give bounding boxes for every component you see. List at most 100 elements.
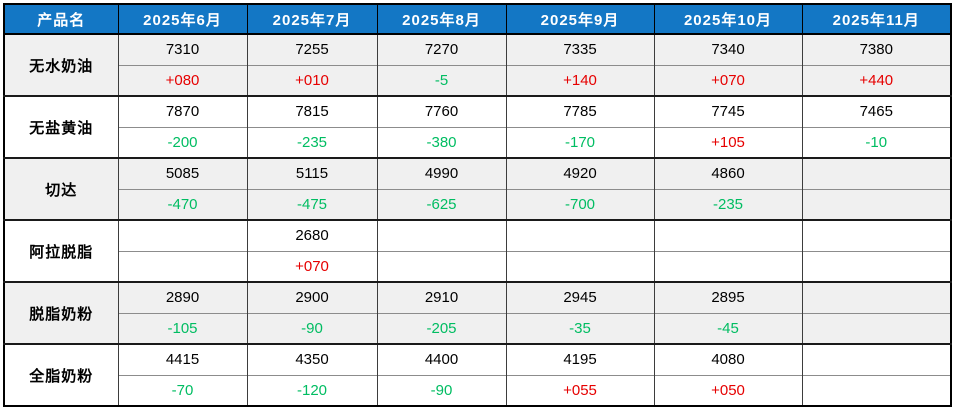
product-value-row: 全脂奶粉 4415 4350 4400 4195 4080 [3, 343, 952, 406]
product-value-row: 无水奶油 7310 7255 7270 7335 7340 7380 [3, 33, 952, 96]
product-value-row: 无盐黄油 7870 7815 7760 7785 7745 7465 [3, 95, 952, 158]
price-value-cell: 4415 [117, 343, 248, 375]
price-change-cell [376, 250, 507, 282]
price-change-cell: -235 [246, 126, 378, 158]
column-header-month-jun: 2025年6月 [117, 3, 248, 35]
price-change-cell: -380 [376, 126, 507, 158]
price-value-cell: 4860 [653, 157, 803, 189]
price-change-cell: +140 [505, 64, 655, 96]
price-change-cell: -35 [505, 312, 655, 344]
price-value-cell: 4400 [376, 343, 507, 375]
price-value-cell: 4350 [246, 343, 378, 375]
price-value-cell: 7465 [801, 95, 952, 127]
price-value-cell: 4920 [505, 157, 655, 189]
price-change-cell: -10 [801, 126, 952, 158]
price-value-cell: 7340 [653, 33, 803, 65]
price-change-cell: +105 [653, 126, 803, 158]
price-change-cell: -70 [117, 374, 248, 406]
price-value-cell: 7870 [117, 95, 248, 127]
price-value-cell: 4080 [653, 343, 803, 375]
price-value-cell: 4195 [505, 343, 655, 375]
price-change-cell: -700 [505, 188, 655, 220]
price-change-cell: +440 [801, 64, 952, 96]
price-value-cell [801, 281, 952, 313]
product-name-cell: 无水奶油 [3, 33, 119, 96]
product-name-cell: 阿拉脱脂 [3, 219, 119, 282]
product-name-cell: 无盐黄油 [3, 95, 119, 158]
price-change-cell: -235 [653, 188, 803, 220]
product-change-row: -70 -120 -90 +055 +050 [4, 374, 952, 406]
price-change-cell: -90 [376, 374, 507, 406]
price-change-cell: -170 [505, 126, 655, 158]
column-header-month-aug: 2025年8月 [376, 3, 507, 35]
price-change-cell: -625 [376, 188, 507, 220]
price-change-cell: -105 [117, 312, 248, 344]
price-value-cell: 7335 [505, 33, 655, 65]
column-header-month-oct: 2025年10月 [653, 3, 803, 35]
price-value-cell: 2900 [246, 281, 378, 313]
price-value-cell [653, 219, 803, 251]
product-change-row: -105 -90 -205 -35 -45 [4, 312, 952, 344]
price-value-cell: 7815 [246, 95, 378, 127]
price-change-cell: -205 [376, 312, 507, 344]
price-value-cell: 7785 [505, 95, 655, 127]
price-change-cell [801, 312, 952, 344]
product-value-row: 脱脂奶粉 2890 2900 2910 2945 2895 [3, 281, 952, 344]
product-change-row: +070 [4, 250, 952, 282]
price-value-cell: 5115 [246, 157, 378, 189]
table-header-row: 产品名 2025年6月 2025年7月 2025年8月 2025年9月 2025… [3, 3, 952, 35]
price-value-cell: 7760 [376, 95, 507, 127]
column-header-month-nov: 2025年11月 [801, 3, 952, 35]
price-value-cell [117, 219, 248, 251]
price-change-cell: -45 [653, 312, 803, 344]
column-header-product: 产品名 [3, 3, 119, 35]
product-name-cell: 脱脂奶粉 [3, 281, 119, 344]
table-body: 无水奶油 7310 7255 7270 7335 7340 7380 +080 +010 -5 +1… [3, 33, 952, 406]
price-value-cell [505, 219, 655, 251]
price-value-cell: 2890 [117, 281, 248, 313]
product-value-row: 阿拉脱脂 2680 [3, 219, 952, 282]
product-value-row: 切达 5085 5115 4990 4920 4860 [3, 157, 952, 220]
price-change-cell: +070 [653, 64, 803, 96]
price-change-cell [653, 250, 803, 282]
product-change-row: -470 -475 -625 -700 -235 [4, 188, 952, 220]
product-change-row: -200 -235 -380 -170 +105 -10 [4, 126, 952, 158]
product-name-cell: 切达 [3, 157, 119, 220]
price-value-cell: 2910 [376, 281, 507, 313]
price-change-cell: -5 [376, 64, 507, 96]
price-change-cell: +055 [505, 374, 655, 406]
price-value-cell: 7310 [117, 33, 248, 65]
price-change-cell: +070 [246, 250, 378, 282]
price-value-cell: 7745 [653, 95, 803, 127]
price-change-cell [505, 250, 655, 282]
price-value-cell [801, 343, 952, 375]
price-value-cell [801, 219, 952, 251]
price-value-cell: 2895 [653, 281, 803, 313]
price-value-cell: 7380 [801, 33, 952, 65]
price-change-cell [801, 188, 952, 220]
price-value-cell [376, 219, 507, 251]
price-value-cell: 4990 [376, 157, 507, 189]
price-value-cell: 7255 [246, 33, 378, 65]
price-change-cell: -90 [246, 312, 378, 344]
column-header-month-jul: 2025年7月 [246, 3, 378, 35]
price-change-cell: +080 [117, 64, 248, 96]
price-change-cell: -120 [246, 374, 378, 406]
price-change-cell [801, 374, 952, 406]
column-header-month-sep: 2025年9月 [505, 3, 655, 35]
price-change-cell: +050 [653, 374, 803, 406]
product-name-cell: 全脂奶粉 [3, 343, 119, 406]
price-value-cell [801, 157, 952, 189]
price-value-cell: 7270 [376, 33, 507, 65]
price-value-cell: 2680 [246, 219, 378, 251]
price-value-cell: 5085 [117, 157, 248, 189]
price-value-cell: 2945 [505, 281, 655, 313]
price-change-cell [801, 250, 952, 282]
price-change-cell: -475 [246, 188, 378, 220]
product-change-row: +080 +010 -5 +140 +070 +440 [4, 64, 952, 96]
price-change-cell: -470 [117, 188, 248, 220]
dairy-price-table: 产品名 2025年6月 2025年7月 2025年8月 2025年9月 2025… [3, 3, 952, 407]
price-change-cell: -200 [117, 126, 248, 158]
price-change-cell: +010 [246, 64, 378, 96]
price-change-cell [117, 250, 248, 282]
